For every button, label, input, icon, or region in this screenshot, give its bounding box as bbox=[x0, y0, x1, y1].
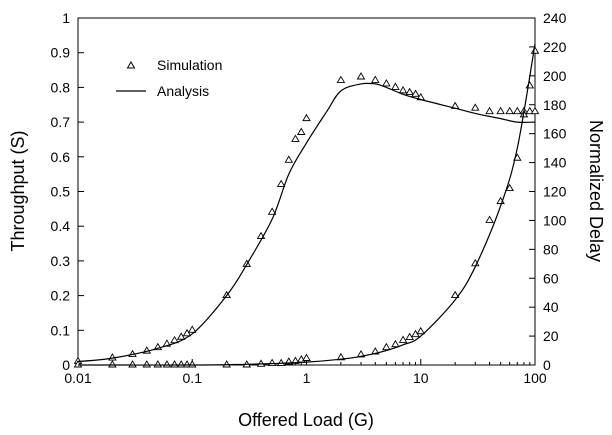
x-tick-label: 0.1 bbox=[183, 370, 203, 386]
simulation-delay-point bbox=[382, 342, 391, 351]
simulation-throughput-point bbox=[382, 79, 391, 87]
simulation-throughput-point bbox=[470, 103, 480, 111]
y-tick-label: 0.6 bbox=[51, 149, 71, 165]
simulation-throughput-point bbox=[496, 106, 505, 115]
simulation-delay-point bbox=[267, 358, 277, 367]
simulation-throughput-point bbox=[411, 89, 420, 97]
axes: 0.01 0.1 1 10 10000.10.20.30.40.50.60.70.80.… bbox=[51, 10, 567, 386]
simulation-throughput-point bbox=[267, 207, 277, 215]
simulation-throughput-point bbox=[187, 325, 197, 333]
simulation-delay-point bbox=[108, 360, 117, 368]
simulation-throughput-point bbox=[291, 134, 300, 142]
y-tick-label: 0.7 bbox=[51, 114, 71, 130]
y2-tick-label: 140 bbox=[543, 155, 567, 171]
plot-frame bbox=[77, 17, 536, 366]
simulation-delay-point bbox=[302, 353, 311, 361]
simulation-throughput-point bbox=[530, 106, 540, 115]
simulation-delay-point bbox=[505, 183, 514, 192]
simulation-delay-point bbox=[276, 358, 286, 367]
y2-tick-label: 240 bbox=[543, 10, 567, 26]
y2-tick-label: 160 bbox=[543, 126, 567, 142]
y2-tick-label: 40 bbox=[543, 299, 559, 315]
simulation-throughput-point bbox=[485, 106, 494, 115]
simulation-delay-point bbox=[291, 356, 300, 364]
simulation-throughput-point bbox=[336, 75, 346, 83]
analysis-delay-line bbox=[77, 43, 536, 366]
simulation-throughput-point bbox=[405, 87, 414, 96]
simulation-throughput-point bbox=[371, 75, 380, 83]
simulation-throughput-point bbox=[398, 85, 408, 94]
simulation-delay-point bbox=[450, 290, 460, 299]
simulation-delay-point bbox=[170, 360, 179, 368]
simulation-delay-point bbox=[128, 360, 137, 368]
simulation-delay-point bbox=[187, 360, 197, 368]
y-axis-title: Throughput (S) bbox=[8, 130, 28, 251]
simulation-delay-point bbox=[256, 359, 266, 367]
x-axis-title: Offered Load (G) bbox=[238, 410, 374, 430]
simulation-throughput-point bbox=[391, 82, 400, 90]
legend-triangle-marker bbox=[126, 61, 136, 69]
y-tick-label: 0.2 bbox=[51, 288, 71, 304]
y-tick-label: 0.5 bbox=[51, 184, 71, 200]
simulation-throughput-point bbox=[182, 328, 192, 337]
y2-tick-label: 80 bbox=[543, 241, 559, 257]
y2-tick-label: 20 bbox=[543, 328, 559, 344]
simulation-delay-point bbox=[416, 326, 426, 335]
y2-tick-label: 120 bbox=[543, 184, 567, 200]
y2-tick-label: 60 bbox=[543, 270, 559, 286]
simulation-throughput-point bbox=[108, 353, 117, 361]
y2-tick-label: 200 bbox=[543, 68, 567, 84]
simulation-throughput-point bbox=[302, 113, 311, 122]
y-tick-label: 1 bbox=[62, 10, 70, 26]
simulation-throughput-point bbox=[513, 106, 522, 115]
simulation-delay-point bbox=[153, 360, 163, 368]
y2-tick-label: 100 bbox=[543, 212, 567, 228]
simulation-throughput-point bbox=[356, 72, 366, 80]
y-tick-label: 0.9 bbox=[51, 45, 71, 61]
simulation-delay-point bbox=[222, 360, 231, 368]
legend-label-simulation: Simulation bbox=[157, 57, 222, 73]
y2-tick-label: 0 bbox=[543, 357, 551, 373]
x-tick-label: 10 bbox=[413, 370, 429, 386]
x-tick-label: 100 bbox=[523, 370, 547, 386]
simulation-throughput-point bbox=[284, 155, 294, 163]
simulation-throughput-point bbox=[525, 106, 535, 115]
y-tick-label: 0.1 bbox=[51, 322, 71, 338]
simulation-throughput-point bbox=[296, 127, 306, 135]
simulation-delay-point bbox=[405, 332, 414, 340]
y-tick-label: 0.3 bbox=[51, 253, 71, 269]
y2-tick-label: 180 bbox=[543, 97, 567, 113]
simulation-throughput-point bbox=[176, 332, 186, 340]
simulation-delay-point bbox=[530, 46, 540, 54]
simulation-throughput-point bbox=[276, 179, 286, 188]
simulation-delay-point bbox=[485, 215, 494, 223]
series-layer bbox=[73, 43, 540, 368]
simulation-delay-point bbox=[162, 360, 172, 368]
simulation-delay-point bbox=[391, 339, 400, 348]
x-tick-label: 0.01 bbox=[64, 370, 91, 386]
simulation-delay-point bbox=[142, 360, 152, 368]
y-tick-label: 0.4 bbox=[51, 218, 71, 234]
y-tick-label: 0.8 bbox=[51, 79, 71, 95]
analysis-throughput-line bbox=[77, 82, 536, 363]
y2-axis-title: Normalized Delay bbox=[586, 120, 606, 262]
legend-label-analysis: Analysis bbox=[157, 83, 209, 99]
legend: Simulation Analysis bbox=[116, 57, 222, 99]
simulation-delay-point bbox=[525, 81, 535, 89]
y-tick-label: 0 bbox=[62, 357, 70, 373]
simulation-delay-point bbox=[398, 335, 408, 343]
y2-tick-label: 220 bbox=[543, 39, 567, 55]
simulation-throughput-point bbox=[505, 106, 514, 115]
x-tick-label: 1 bbox=[303, 370, 311, 386]
